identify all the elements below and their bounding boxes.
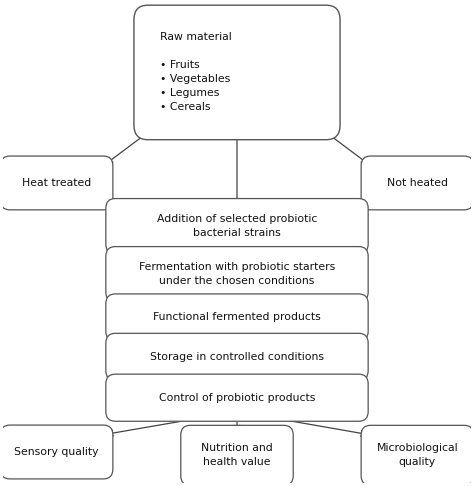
Text: Heat treated: Heat treated xyxy=(22,178,91,188)
FancyBboxPatch shape xyxy=(0,156,113,210)
Text: Raw material

• Fruits
• Vegetables
• Legumes
• Cereals: Raw material • Fruits • Vegetables • Leg… xyxy=(160,33,231,112)
FancyBboxPatch shape xyxy=(181,425,293,486)
FancyBboxPatch shape xyxy=(361,156,474,210)
FancyBboxPatch shape xyxy=(106,199,368,254)
FancyBboxPatch shape xyxy=(361,425,474,486)
FancyBboxPatch shape xyxy=(106,246,368,302)
FancyBboxPatch shape xyxy=(106,333,368,381)
Text: Fermentation with probiotic starters
under the chosen conditions: Fermentation with probiotic starters und… xyxy=(139,262,335,286)
FancyBboxPatch shape xyxy=(106,374,368,421)
Text: Sensory quality: Sensory quality xyxy=(14,447,99,457)
FancyBboxPatch shape xyxy=(134,5,340,139)
Text: Functional fermented products: Functional fermented products xyxy=(153,312,321,323)
Text: Microbiological
quality: Microbiological quality xyxy=(376,443,458,468)
FancyBboxPatch shape xyxy=(106,294,368,341)
Text: Control of probiotic products: Control of probiotic products xyxy=(159,393,315,403)
Text: Addition of selected probiotic
bacterial strains: Addition of selected probiotic bacterial… xyxy=(157,214,317,238)
Text: Nutrition and
health value: Nutrition and health value xyxy=(201,443,273,468)
Text: Not heated: Not heated xyxy=(387,178,448,188)
Text: Storage in controlled conditions: Storage in controlled conditions xyxy=(150,352,324,362)
FancyBboxPatch shape xyxy=(0,425,113,479)
